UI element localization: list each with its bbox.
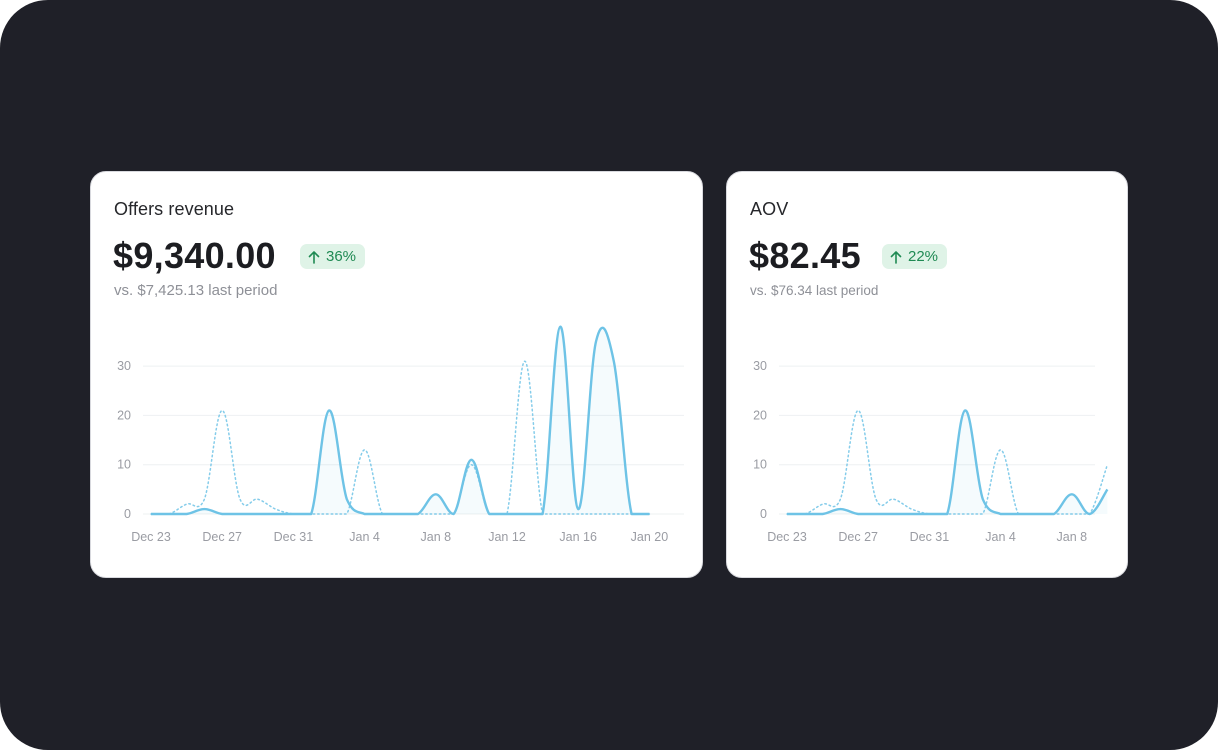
arrow-up-icon [308, 250, 320, 264]
y-tick-label: 30 [753, 359, 767, 373]
aov-card: AOV $82.45 22% vs. $76.34 last period 0 1… [726, 171, 1128, 578]
x-tick-label: Jan 8 [1057, 530, 1088, 544]
x-tick-label: Jan 20 [631, 530, 669, 544]
change-percent: 36% [326, 248, 357, 265]
comparison-text: vs. $7,425.13 last period [114, 282, 278, 299]
x-tick-label: Dec 27 [202, 530, 242, 544]
x-tick-label: Jan 16 [559, 530, 597, 544]
x-tick-label: Dec 23 [131, 530, 171, 544]
current-period-area [151, 326, 650, 514]
metric-value: $9,340.00 [113, 235, 276, 276]
x-tick-label: Jan 8 [421, 530, 452, 544]
x-tick-label: Jan 4 [349, 530, 380, 544]
change-badge: 36% [300, 244, 366, 269]
previous-period-line [786, 409, 1109, 515]
card-title: AOV [750, 199, 789, 219]
change-percent: 22% [908, 248, 939, 265]
y-tick-label: 20 [753, 408, 767, 422]
y-tick-label: 30 [117, 359, 131, 373]
x-tick-label: Dec 27 [838, 530, 878, 544]
y-tick-label: 0 [124, 507, 131, 521]
x-tick-label: Dec 23 [767, 530, 807, 544]
current-period-area [787, 410, 1108, 514]
aov-chart: 0 10 20 30 Dec 23 Dec 27 Dec 31 Jan 4 Jan 8 [753, 359, 1109, 544]
y-tick-label: 20 [117, 408, 131, 422]
arrow-up-icon [890, 250, 902, 264]
card-title: Offers revenue [114, 199, 235, 219]
previous-period-line [150, 360, 651, 515]
y-tick-label: 10 [753, 458, 767, 472]
y-tick-label: 10 [117, 458, 131, 472]
metric-value: $82.45 [749, 235, 861, 276]
x-tick-label: Jan 12 [488, 530, 526, 544]
y-tick-label: 0 [760, 507, 767, 521]
x-tick-label: Dec 31 [274, 530, 314, 544]
offers-revenue-chart: 0 10 20 30 Dec 23 Dec 27 Dec 31 Jan 4 Jan 8 Jan 1… [117, 325, 684, 544]
comparison-text: vs. $76.34 last period [750, 283, 879, 298]
current-period-line [786, 409, 1109, 516]
change-badge: 22% [882, 244, 948, 269]
offers-revenue-card: Offers revenue $9,340.00 36% vs. $7,425.… [90, 171, 703, 578]
x-tick-label: Dec 31 [910, 530, 950, 544]
current-period-line [150, 325, 650, 516]
x-tick-label: Jan 4 [985, 530, 1016, 544]
